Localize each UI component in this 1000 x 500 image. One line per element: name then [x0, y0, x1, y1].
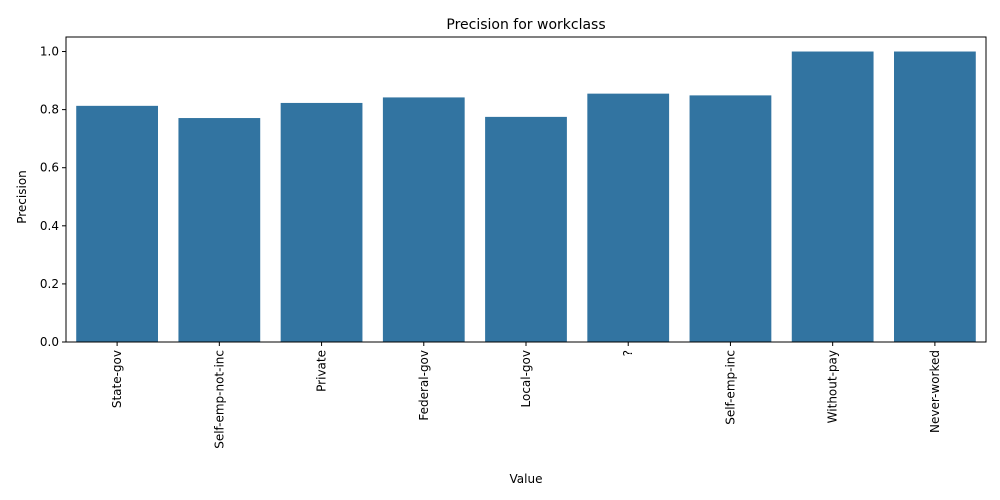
x-tick-label: State-gov — [110, 350, 124, 408]
chart-title: Precision for workclass — [446, 17, 605, 33]
plot-frame — [65, 36, 987, 343]
x-tick-label: Without-pay — [826, 350, 840, 423]
x-tick-label: Private — [315, 350, 329, 392]
bar-0 — [76, 105, 158, 342]
x-tick-label: Federal-gov — [417, 350, 431, 421]
y-tick-label: 0.2 — [40, 277, 59, 291]
y-axis-label: Precision — [15, 170, 29, 224]
bar-7 — [791, 51, 874, 343]
bar-2 — [280, 102, 363, 342]
x-axis: State-gov Self-emp-not-inc Private Federal-… — [110, 342, 942, 449]
bar-6 — [689, 95, 772, 342]
bar-1 — [178, 118, 261, 343]
x-tick-label: ? — [621, 350, 635, 356]
y-axis: 0.0 0.2 0.4 0.6 0.8 1.0 — [40, 45, 66, 349]
y-tick-label: 0.0 — [40, 335, 59, 349]
x-tick-label: Local-gov — [519, 350, 533, 408]
x-axis-label: Value — [510, 472, 543, 486]
x-tick-label: Self-emp-not-inc — [212, 350, 226, 449]
y-tick-label: 0.8 — [40, 103, 59, 117]
y-tick-label: 1.0 — [40, 45, 59, 59]
bar-8 — [894, 51, 976, 343]
x-tick-label: Never-worked — [928, 350, 942, 433]
bar-5 — [587, 93, 670, 343]
bars-group — [76, 51, 976, 343]
x-tick-label: Self-emp-inc — [723, 350, 737, 425]
y-tick-label: 0.6 — [40, 161, 59, 175]
bar-3 — [382, 97, 465, 343]
bar-4 — [485, 116, 567, 342]
y-tick-label: 0.4 — [40, 219, 59, 233]
